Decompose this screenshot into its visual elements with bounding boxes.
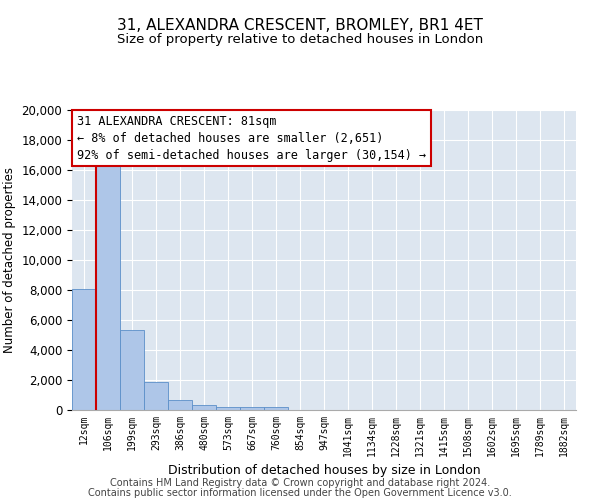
X-axis label: Distribution of detached houses by size in London: Distribution of detached houses by size … — [167, 464, 481, 477]
Text: Size of property relative to detached houses in London: Size of property relative to detached ho… — [117, 32, 483, 46]
Bar — [264, 408, 288, 410]
Y-axis label: Number of detached properties: Number of detached properties — [3, 167, 16, 353]
Text: 31, ALEXANDRA CRESCENT, BROMLEY, BR1 4ET: 31, ALEXANDRA CRESCENT, BROMLEY, BR1 4ET — [117, 18, 483, 32]
Text: 31 ALEXANDRA CRESCENT: 81sqm
← 8% of detached houses are smaller (2,651)
92% of : 31 ALEXANDRA CRESCENT: 81sqm ← 8% of det… — [77, 114, 426, 162]
Bar — [72, 289, 96, 410]
Bar — [96, 162, 120, 410]
Bar — [240, 407, 264, 410]
Text: Contains public sector information licensed under the Open Government Licence v3: Contains public sector information licen… — [88, 488, 512, 498]
Bar — [120, 330, 144, 410]
Bar — [144, 382, 168, 410]
Bar — [216, 406, 240, 410]
Bar — [192, 405, 216, 410]
Text: Contains HM Land Registry data © Crown copyright and database right 2024.: Contains HM Land Registry data © Crown c… — [110, 478, 490, 488]
Bar — [168, 400, 192, 410]
